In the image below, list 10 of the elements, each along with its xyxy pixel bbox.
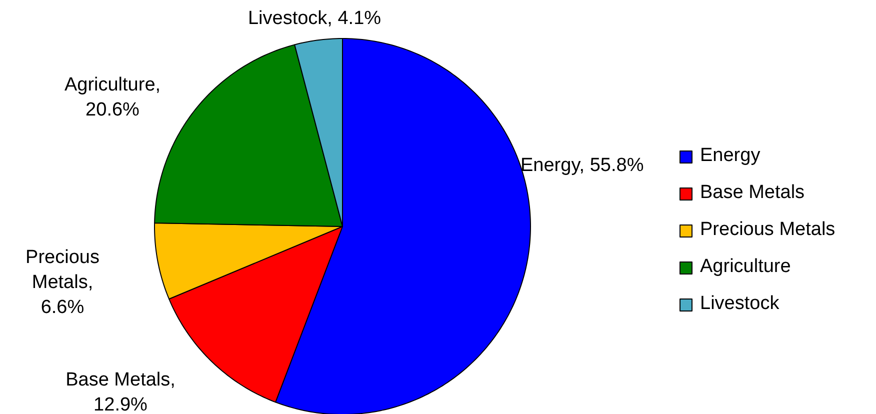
data-label: Livestock, 4.1%: [248, 8, 382, 29]
legend-label: Energy: [700, 145, 760, 167]
data-label: Precious Metals, 6.6%: [26, 246, 100, 318]
legend-label: Livestock: [700, 293, 780, 315]
data-label: Agriculture, 20.6%: [64, 74, 161, 121]
legend-label: Precious Metals: [700, 219, 836, 241]
legend-label: Agriculture: [700, 256, 791, 278]
legend-label: Base Metals: [700, 182, 805, 204]
data-label: Energy, 55.8%: [520, 155, 644, 176]
data-label: Base Metals, 12.9%: [66, 369, 176, 414]
